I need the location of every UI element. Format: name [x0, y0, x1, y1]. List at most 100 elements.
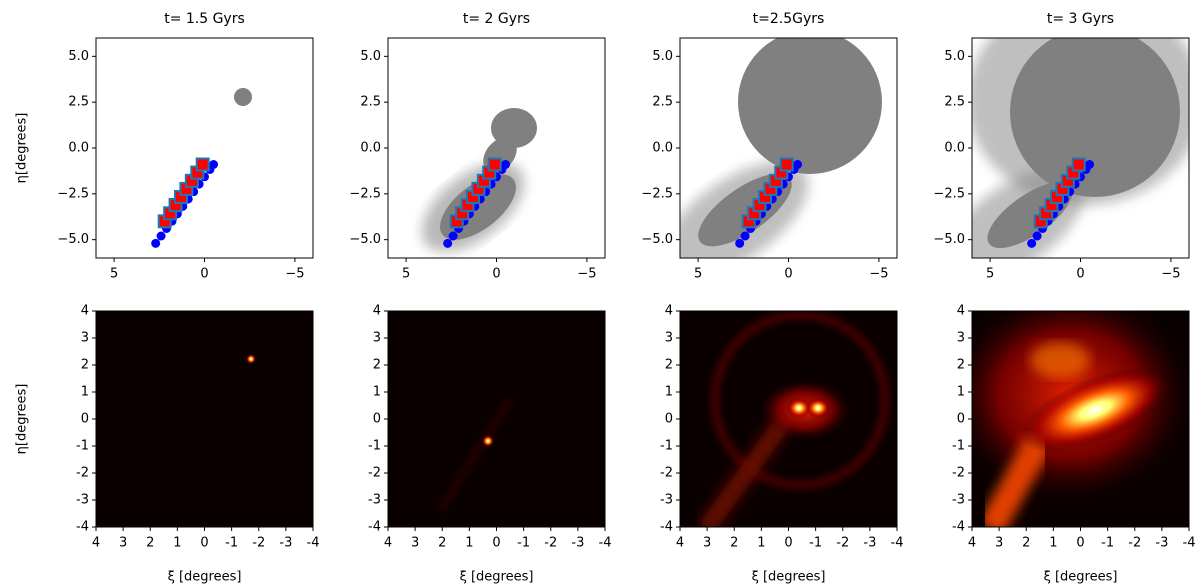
y-tick-label: 2	[81, 358, 89, 373]
y-tick-label: −5.0	[349, 232, 381, 247]
circle-point	[740, 231, 750, 241]
circle-point	[735, 238, 745, 248]
x-tick-label: 5	[694, 267, 702, 282]
y-tick-label: 2.5	[360, 95, 381, 110]
y-tick-label: 5.0	[652, 49, 673, 64]
y-tick-label: -1	[952, 439, 965, 454]
x-tick-label: −5	[285, 267, 304, 282]
x-tick-label: 0	[492, 536, 500, 551]
x-tick-label: −5	[1161, 267, 1180, 282]
circle-point	[443, 238, 453, 248]
x-tick-label: 4	[92, 536, 100, 551]
y-tick-label: 3	[957, 331, 965, 346]
axes-frame	[387, 37, 606, 259]
axes-frame	[679, 310, 898, 528]
x-tick-label: −5	[577, 267, 596, 282]
axes-frame	[95, 37, 314, 259]
y-tick-label: -2	[76, 466, 89, 481]
x-tick-label: 1	[1049, 536, 1057, 551]
circle-point	[793, 160, 803, 169]
y-tick-label: 2	[957, 358, 965, 373]
y-tick-label: -1	[660, 439, 673, 454]
axes-frame	[679, 37, 898, 259]
x-tick-label: -3	[571, 536, 584, 551]
x-tick-label: 3	[995, 536, 1003, 551]
x-tick-label: -4	[307, 536, 320, 551]
x-tick-label: -4	[1183, 536, 1196, 551]
panel-title: t= 3 Gyrs	[1047, 11, 1114, 27]
circle-point	[501, 160, 511, 169]
x-axis-label: ξ [degrees]	[168, 570, 242, 585]
y-tick-label: 2	[665, 358, 673, 373]
square-point	[779, 157, 794, 172]
x-tick-label: 0	[200, 267, 208, 282]
x-tick-label: 5	[986, 267, 994, 282]
y-tick-label: -2	[952, 466, 965, 481]
x-tick-label: -3	[279, 536, 292, 551]
x-tick-label: 0	[784, 536, 792, 551]
circle-point	[1032, 231, 1042, 241]
x-tick-label: -1	[1101, 536, 1114, 551]
axes-frame	[971, 310, 1190, 528]
y-tick-label: 5.0	[360, 49, 381, 64]
x-tick-label: -4	[599, 536, 612, 551]
y-tick-label: 4	[957, 304, 965, 319]
x-axis-label: ξ [degrees]	[1044, 570, 1118, 585]
y-tick-label: 0.0	[68, 141, 89, 156]
y-tick-label: 2.5	[68, 95, 89, 110]
x-tick-label: 5	[402, 267, 410, 282]
y-tick-label: 0	[373, 412, 381, 427]
x-tick-label: 3	[119, 536, 127, 551]
x-tick-label: -3	[1155, 536, 1168, 551]
y-tick-label: 5.0	[68, 49, 89, 64]
x-tick-label: 2	[1022, 536, 1030, 551]
x-tick-label: 0	[1076, 536, 1084, 551]
y-tick-label: 1	[373, 385, 381, 400]
x-tick-label: 3	[703, 536, 711, 551]
y-tick-label: 0.0	[360, 141, 381, 156]
x-tick-label: 4	[384, 536, 392, 551]
y-tick-label: -3	[660, 493, 673, 508]
x-tick-label: 4	[968, 536, 976, 551]
y-tick-label: 3	[373, 331, 381, 346]
x-tick-label: -2	[544, 536, 557, 551]
y-tick-label: 0.0	[652, 141, 673, 156]
x-tick-label: 1	[465, 536, 473, 551]
y-tick-label: -2	[660, 466, 673, 481]
x-tick-label: -2	[836, 536, 849, 551]
y-tick-label: 1	[665, 385, 673, 400]
axes-frame	[95, 310, 314, 528]
y-tick-label: 1	[81, 385, 89, 400]
y-tick-label: 4	[665, 304, 673, 319]
axes-frame	[387, 310, 606, 528]
y-tick-label: -3	[76, 493, 89, 508]
x-tick-label: −5	[869, 267, 888, 282]
y-tick-label: -1	[368, 439, 381, 454]
y-tick-label: -1	[76, 439, 89, 454]
x-tick-label: -2	[1128, 536, 1141, 551]
density-layer	[96, 38, 1189, 527]
panel-title: t= 2 Gyrs	[463, 11, 530, 27]
y-tick-label: 0	[665, 412, 673, 427]
y-tick-label: -3	[952, 493, 965, 508]
y-tick-label: 0	[81, 412, 89, 427]
x-tick-label: 4	[676, 536, 684, 551]
x-tick-label: -2	[252, 536, 265, 551]
x-tick-label: 0	[1076, 267, 1084, 282]
y-tick-label: -4	[952, 520, 965, 535]
y-tick-label: 0.0	[944, 141, 965, 156]
y-tick-label: 3	[665, 331, 673, 346]
panel-title: t=2.5Gyrs	[753, 11, 825, 27]
y-tick-label: −2.5	[641, 186, 673, 201]
x-tick-label: -3	[863, 536, 876, 551]
y-tick-label: −2.5	[933, 186, 965, 201]
y-axis-label: η[degrees]	[15, 113, 30, 184]
y-tick-label: 2.5	[944, 95, 965, 110]
circle-point	[1027, 238, 1037, 248]
circle-point	[209, 160, 219, 169]
square-point	[195, 157, 210, 172]
circle-point	[448, 231, 458, 241]
axes-frame	[971, 37, 1190, 259]
y-tick-label: -4	[76, 520, 89, 535]
